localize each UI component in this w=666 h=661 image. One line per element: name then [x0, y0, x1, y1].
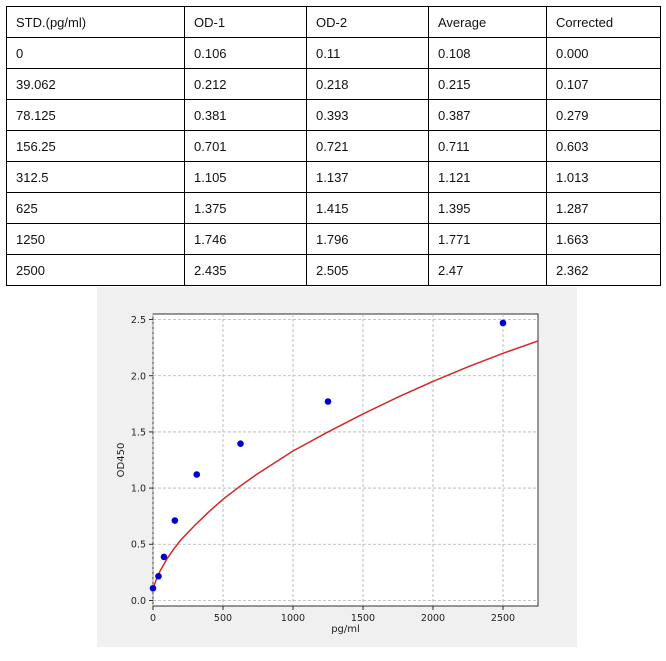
table-row: 625 1.375 1.415 1.395 1.287: [6, 192, 661, 224]
data-point: [155, 572, 162, 580]
cell-std: 156.25: [6, 130, 185, 162]
cell-od2: 2.505: [306, 254, 429, 286]
grid: [152, 314, 538, 606]
cell-corrected: 0.279: [546, 99, 661, 131]
cell-od1: 2.435: [184, 254, 307, 286]
cell-corrected: 1.013: [546, 161, 661, 193]
cell-average: 1.395: [428, 192, 547, 224]
cell-od1: 1.746: [184, 223, 307, 255]
cell-od1: 0.106: [184, 37, 307, 69]
y-tick-label: 0.5: [131, 540, 146, 551]
cell-corrected: 0.000: [546, 37, 661, 69]
header-std: STD.(pg/ml): [6, 6, 185, 38]
cell-od2: 1.137: [306, 161, 429, 193]
data-point: [193, 471, 201, 478]
data-point: [171, 517, 179, 524]
cell-average: 0.711: [428, 130, 547, 162]
table-row: 0 0.106 0.11 0.108 0.000: [6, 37, 661, 69]
y-tick-label: 2.0: [131, 371, 146, 382]
chart-panel: 0 500 1000 1500 2000 2500 0.0 0.5 1.0 1.5 2.0 2.5 p…: [97, 287, 577, 647]
cell-od2: 1.415: [306, 192, 429, 224]
plot-area: [152, 313, 539, 607]
cell-std: 78.125: [6, 99, 185, 131]
data-point: [149, 584, 157, 592]
standard-curve-table: STD.(pg/ml) OD-1 OD-2 Average Corrected …: [6, 6, 661, 286]
x-tick-label: 500: [214, 613, 232, 624]
table-row: 39.062 0.212 0.218 0.215 0.107: [6, 68, 661, 100]
cell-average: 0.108: [428, 37, 547, 69]
table-row: 2500 2.435 2.505 2.47 2.362: [6, 254, 661, 286]
cell-std: 0: [6, 37, 185, 69]
cell-average: 2.47: [428, 254, 547, 286]
cell-od1: 0.701: [184, 130, 307, 162]
data-point: [499, 319, 507, 327]
cell-std: 312.5: [6, 161, 185, 193]
cell-std: 1250: [6, 223, 185, 255]
cell-std: 39.062: [6, 68, 185, 100]
cell-od1: 0.381: [184, 99, 307, 131]
cell-od2: 0.393: [306, 99, 429, 131]
y-axis-label: OD450: [116, 443, 127, 478]
cell-average: 0.387: [428, 99, 547, 131]
x-tick-label: 0: [150, 613, 156, 624]
cell-od2: 0.11: [306, 37, 429, 69]
cell-od2: 1.796: [306, 223, 429, 255]
table-row: 312.5 1.105 1.137 1.121 1.013: [6, 161, 661, 193]
table-header-row: STD.(pg/ml) OD-1 OD-2 Average Corrected: [6, 6, 661, 38]
series-layer: [149, 319, 538, 592]
cell-corrected: 1.663: [546, 223, 661, 255]
standard-curve-chart: 0 500 1000 1500 2000 2500 0.0 0.5 1.0 1.5 2.0 2.5 p…: [116, 313, 539, 635]
cell-std: 625: [6, 192, 185, 224]
cell-corrected: 0.107: [546, 68, 661, 100]
cell-od1: 0.212: [184, 68, 307, 100]
table-row: 78.125 0.381 0.393 0.387 0.279: [6, 99, 661, 131]
cell-od2: 0.218: [306, 68, 429, 100]
header-od2: OD-2: [306, 6, 429, 38]
cell-od2: 0.721: [306, 130, 429, 162]
axis-ticks: 0 500 1000 1500 2000 2500 0.0 0.5 1.0 1.5 2.0 2.5: [131, 315, 515, 624]
cell-average: 0.215: [428, 68, 547, 100]
y-tick-label: 1.0: [131, 484, 146, 495]
x-tick-label: 1000: [281, 613, 305, 624]
data-point: [237, 440, 244, 448]
cell-std: 2500: [6, 254, 185, 286]
cell-corrected: 0.603: [546, 130, 661, 162]
y-tick-label: 1.5: [131, 427, 146, 438]
x-tick-label: 2000: [421, 613, 445, 624]
x-tick-label: 2500: [491, 613, 515, 624]
cell-od1: 1.375: [184, 192, 307, 224]
fit-curve-line: [152, 340, 538, 590]
y-tick-label: 2.5: [131, 315, 146, 326]
data-point: [324, 398, 332, 405]
y-tick-label: 0.0: [131, 596, 146, 607]
header-corrected: Corrected: [546, 6, 661, 38]
header-average: Average: [428, 6, 547, 38]
cell-corrected: 2.362: [546, 254, 661, 286]
header-od1: OD-1: [184, 6, 307, 38]
x-tick-label: 1500: [351, 613, 375, 624]
data-point: [160, 553, 168, 561]
cell-average: 1.771: [428, 223, 547, 255]
x-axis-label: pg/ml: [331, 624, 360, 635]
cell-average: 1.121: [428, 161, 547, 193]
table-row: 1250 1.746 1.796 1.771 1.663: [6, 223, 661, 255]
cell-corrected: 1.287: [546, 192, 661, 224]
table-row: 156.25 0.701 0.721 0.711 0.603: [6, 130, 661, 162]
cell-od1: 1.105: [184, 161, 307, 193]
